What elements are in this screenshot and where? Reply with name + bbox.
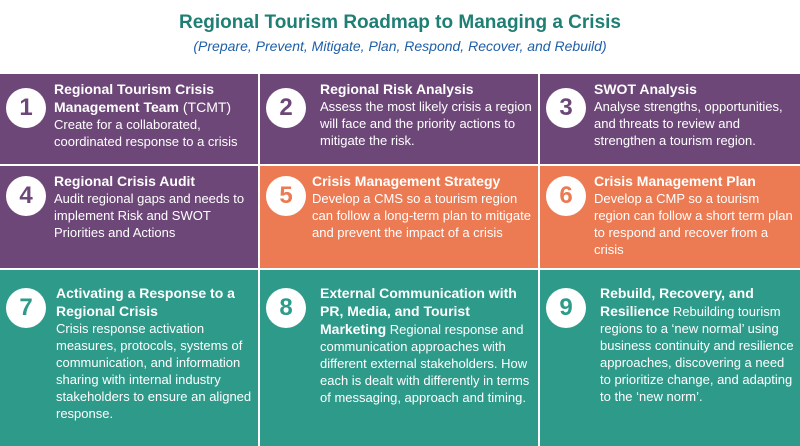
step-description: Regional response and communication appr…: [320, 322, 530, 405]
step-title: Crisis Management Plan: [594, 173, 756, 189]
step-description: Rebuilding tourism regions to a ‘new nor…: [600, 304, 794, 404]
step-card-4: 4 Regional Crisis Audit Audit regional g…: [0, 166, 260, 270]
step-title: Rebuild, Recovery, and Resilience: [600, 285, 754, 319]
page-title: Regional Tourism Roadmap to Managing a C…: [179, 12, 621, 33]
step-card-1: 1 Regional Tourism Crisis Management Tea…: [0, 74, 260, 166]
step-card-9: 9 Rebuild, Recovery, and Resilience Rebu…: [540, 270, 800, 446]
step-number-badge: 8: [266, 288, 306, 328]
step-title: Regional Risk Analysis: [320, 81, 474, 97]
page-subtitle: (Prepare, Prevent, Mitigate, Plan, Respo…: [193, 38, 607, 54]
step-text: SWOT Analysis Analyse strengths, opportu…: [594, 80, 794, 149]
step-text: Regional Tourism Crisis Management Team …: [54, 80, 252, 150]
step-description: Develop a CMP so a tourism region can fo…: [594, 191, 793, 257]
step-number-badge: 4: [6, 176, 46, 216]
step-text: Rebuild, Recovery, and Resilience Rebuil…: [600, 284, 794, 405]
step-description: Assess the most likely crisis a region w…: [320, 99, 532, 148]
step-number-badge: 7: [6, 288, 46, 328]
step-description: Audit regional gaps and needs to impleme…: [54, 191, 245, 240]
step-text: Regional Risk Analysis Assess the most l…: [320, 80, 532, 149]
step-text: Activating a Response to a Regional Cris…: [56, 284, 252, 422]
step-title: Activating a Response to a Regional Cris…: [56, 285, 235, 319]
step-number-badge: 3: [546, 88, 586, 128]
step-description: Analyse strengths, opportunities, and th…: [594, 99, 783, 148]
step-number-badge: 6: [546, 176, 586, 216]
step-description: Create for a collaborated, coordinated r…: [54, 117, 238, 149]
step-text: Crisis Management Plan Develop a CMP so …: [594, 172, 794, 258]
step-description: Develop a CMS so a tourism region can fo…: [312, 191, 531, 240]
step-title: Regional Crisis Audit: [54, 173, 196, 189]
header: Regional Tourism Roadmap to Managing a C…: [0, 0, 800, 74]
step-card-5: 5 Crisis Management Strategy Develop a C…: [260, 166, 540, 270]
step-title: External Communication with PR, Media, a…: [320, 285, 517, 337]
step-number-badge: 2: [266, 88, 306, 128]
step-text: Regional Crisis Audit Audit regional gap…: [54, 172, 252, 241]
step-text: External Communication with PR, Media, a…: [320, 284, 532, 406]
step-title-suffix: (TCMT): [179, 99, 232, 115]
step-description: Crisis response activation measures, pro…: [56, 321, 252, 421]
step-title: SWOT Analysis: [594, 81, 697, 97]
step-card-7: 7 Activating a Response to a Regional Cr…: [0, 270, 260, 446]
step-number-badge: 1: [6, 88, 46, 128]
roadmap-grid: 1 Regional Tourism Crisis Management Tea…: [0, 74, 800, 446]
step-card-6: 6 Crisis Management Plan Develop a CMP s…: [540, 166, 800, 270]
step-number-badge: 5: [266, 176, 306, 216]
step-card-3: 3 SWOT Analysis Analyse strengths, oppor…: [540, 74, 800, 166]
step-card-8: 8 External Communication with PR, Media,…: [260, 270, 540, 446]
step-title: Crisis Management Strategy: [312, 173, 501, 189]
step-card-2: 2 Regional Risk Analysis Assess the most…: [260, 74, 540, 166]
step-number-badge: 9: [546, 288, 586, 328]
step-text: Crisis Management Strategy Develop a CMS…: [312, 172, 532, 241]
step-title: Regional Tourism Crisis Management Team: [54, 81, 214, 115]
